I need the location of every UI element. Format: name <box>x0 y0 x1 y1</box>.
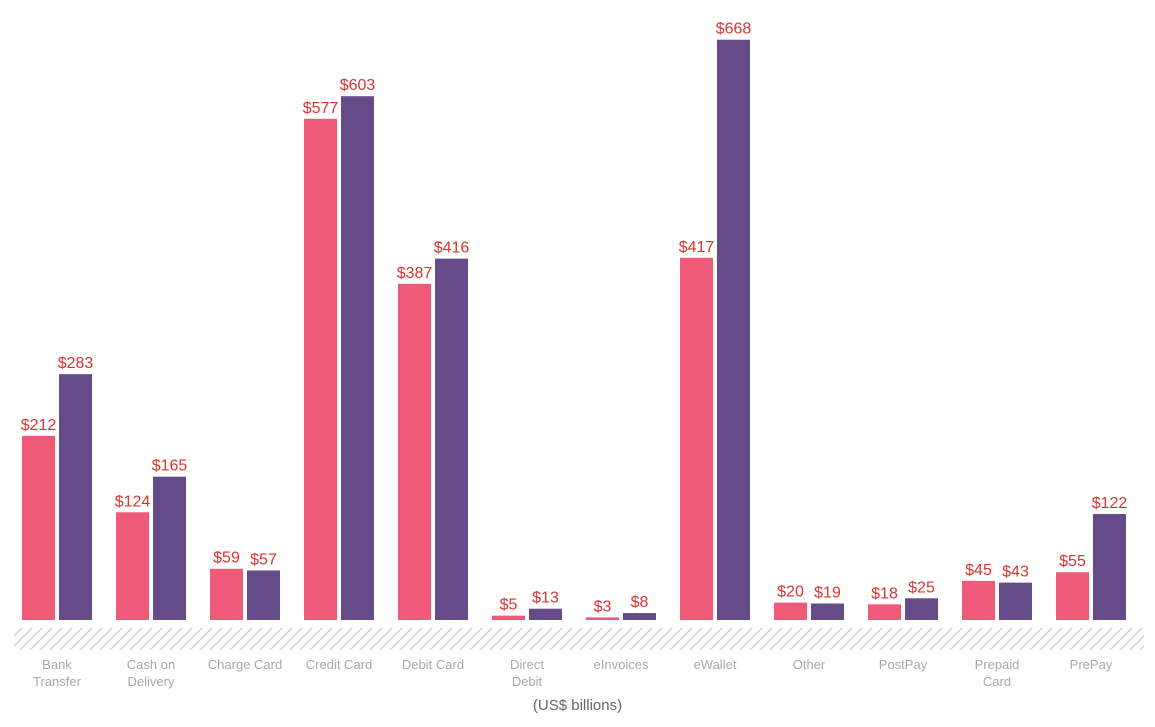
bar-series1-cat2 <box>210 568 243 620</box>
unit-label: (US$ billions) <box>532 697 623 714</box>
baseline-hatch <box>14 628 1144 650</box>
value-label-series1-cat10: $45 <box>965 562 992 579</box>
bar-series2-cat6 <box>623 613 656 620</box>
value-label-series1-cat11: $55 <box>1059 553 1086 570</box>
bar-series2-cat8 <box>811 603 844 620</box>
value-label-series1-cat2: $59 <box>213 550 240 567</box>
category-label-4: Debit Card <box>402 657 464 672</box>
value-label-series1-cat8: $20 <box>777 584 804 601</box>
category-label-7: eWallet <box>694 657 737 672</box>
value-label-series1-cat0: $212 <box>21 417 57 434</box>
bar-series2-cat3 <box>341 96 374 620</box>
bar-series1-cat5 <box>492 615 525 620</box>
bar-series2-cat9 <box>905 598 938 620</box>
value-label-series2-cat1: $165 <box>152 458 188 475</box>
category-label-2: Charge Card <box>208 657 282 672</box>
value-label-series1-cat7: $417 <box>679 239 715 256</box>
bar-series2-cat0 <box>59 374 92 620</box>
value-label-series2-cat7: $668 <box>716 21 752 38</box>
bar-chart: $212 $283 $124 $165 $59 $57 $577$603 $387$416 $5… <box>14 21 1144 689</box>
value-label-series1-cat5: $5 <box>500 597 518 614</box>
bar-series1-cat4 <box>398 283 431 620</box>
bar-series1-cat10 <box>962 580 995 620</box>
value-label-series1-cat1: $124 <box>115 493 151 510</box>
category-label-6: eInvoices <box>594 657 649 672</box>
value-label-series1-cat3: $577 <box>303 100 339 117</box>
bar-series2-cat1 <box>153 476 186 620</box>
value-label-series2-cat4: $416 <box>434 240 470 257</box>
bar-series2-cat4 <box>435 258 468 620</box>
category-label-10: Prepaid Card <box>975 657 1020 689</box>
value-label-series2-cat6: $8 <box>631 594 649 611</box>
value-labels-group: $212 $283 $124 $165 $59 $57 $577$603 $387$416 $5… <box>21 21 1128 616</box>
bars-group <box>22 39 1126 621</box>
value-label-series2-cat10: $43 <box>1002 564 1029 581</box>
baseline-hatch-band <box>14 628 1144 650</box>
category-label-11: PrePay <box>1070 657 1113 672</box>
category-labels-group: Bank Transfer Cash on Delivery Charge Card Cr… <box>33 657 1113 689</box>
category-label-1: Cash on Delivery <box>127 657 175 689</box>
category-label-8: Other <box>793 657 826 672</box>
value-label-series2-cat5: $13 <box>532 590 559 607</box>
value-label-series2-cat9: $25 <box>908 579 935 596</box>
value-label-series2-cat11: $122 <box>1092 495 1128 512</box>
value-label-series1-cat9: $18 <box>871 585 898 602</box>
category-label-9: PostPay <box>879 657 928 672</box>
bar-series1-cat3 <box>304 118 337 621</box>
bar-series1-cat8 <box>774 602 807 620</box>
bar-series1-cat1 <box>116 512 149 620</box>
bar-series2-cat2 <box>247 570 280 620</box>
bar-series2-cat5 <box>529 608 562 620</box>
value-label-series1-cat4: $387 <box>397 265 433 282</box>
value-label-series2-cat8: $19 <box>814 584 841 601</box>
category-label-3: Credit Card <box>306 657 372 672</box>
value-label-series2-cat2: $57 <box>250 551 277 568</box>
bar-series1-cat11 <box>1056 572 1089 620</box>
bar-series2-cat10 <box>999 582 1032 620</box>
bar-series1-cat0 <box>22 435 55 620</box>
bar-series2-cat7 <box>717 39 750 621</box>
bar-series1-cat9 <box>868 604 901 620</box>
bar-series1-cat6 <box>586 617 619 620</box>
value-label-series2-cat0: $283 <box>58 355 94 372</box>
category-label-0: Bank Transfer <box>33 657 82 689</box>
value-label-series1-cat6: $3 <box>594 598 612 615</box>
category-label-5: Direct Debit <box>510 657 544 689</box>
bar-series1-cat7 <box>680 257 713 620</box>
bar-series2-cat11 <box>1093 514 1126 620</box>
value-label-series2-cat3: $603 <box>340 77 376 94</box>
